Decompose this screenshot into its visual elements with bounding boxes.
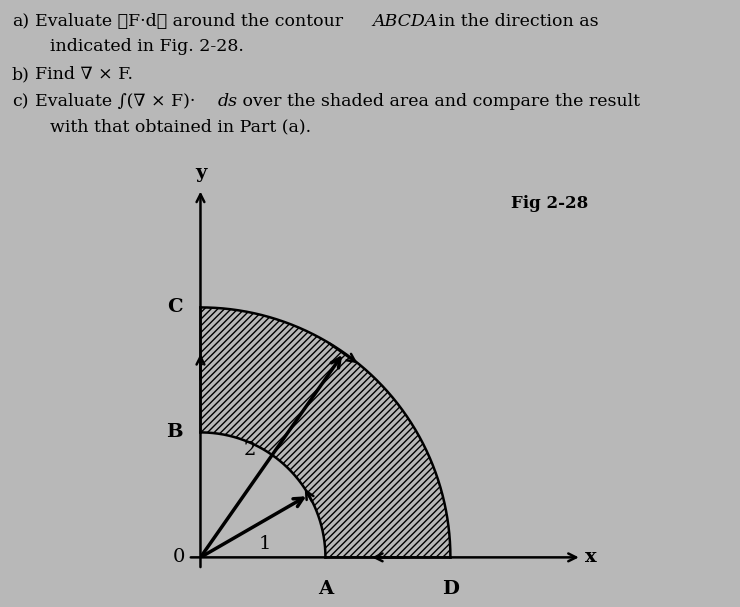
Text: indicated in Fig. 2-28.: indicated in Fig. 2-28.	[50, 38, 244, 55]
Text: D: D	[442, 580, 459, 598]
Text: x: x	[585, 548, 597, 566]
Text: a): a)	[12, 13, 29, 30]
Text: Evaluate ∮F·dℓ around the contour: Evaluate ∮F·dℓ around the contour	[35, 13, 349, 30]
Text: B: B	[166, 424, 183, 441]
Text: c): c)	[12, 93, 29, 110]
Text: 0: 0	[173, 548, 186, 566]
Text: ABCDA: ABCDA	[372, 13, 437, 30]
Text: b): b)	[12, 66, 30, 83]
Text: with that obtained in Part (a).: with that obtained in Part (a).	[50, 118, 311, 135]
Text: in the direction as: in the direction as	[433, 13, 599, 30]
Text: 1: 1	[258, 535, 271, 552]
Text: Fig 2-28: Fig 2-28	[511, 195, 588, 212]
Text: 2: 2	[243, 441, 256, 459]
Text: A: A	[318, 580, 333, 598]
Text: y: y	[195, 164, 206, 183]
Text: ds: ds	[218, 93, 238, 110]
Text: over the shaded area and compare the result: over the shaded area and compare the res…	[237, 93, 640, 110]
Text: Evaluate ∫(∇ × F)·: Evaluate ∫(∇ × F)·	[35, 93, 195, 110]
Text: C: C	[167, 299, 183, 316]
Text: Find ∇ × F.: Find ∇ × F.	[35, 66, 133, 83]
Polygon shape	[201, 307, 451, 557]
